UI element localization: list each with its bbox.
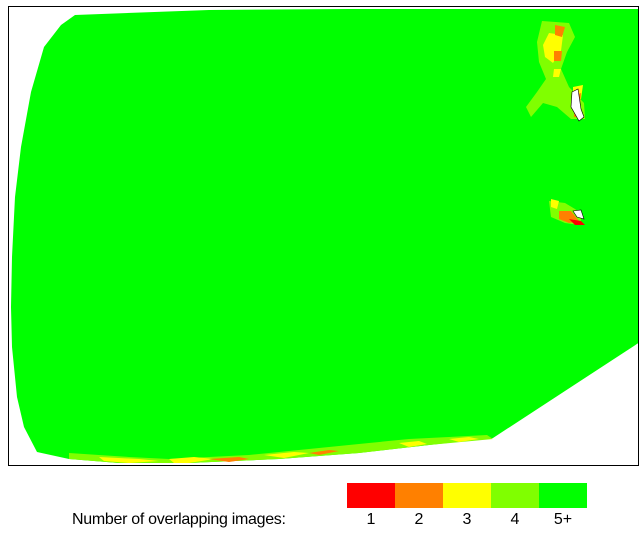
coverage-area-5plus [11, 9, 638, 463]
legend-value-4: 4 [510, 511, 520, 528]
legend-value-5plus: 5+ [553, 511, 573, 528]
legend-swatch-1 [347, 483, 395, 508]
overlap-map [8, 6, 639, 466]
overlap-map-canvas [11, 9, 638, 463]
legend-swatch-2 [395, 483, 443, 508]
legend-swatch-4 [491, 483, 539, 508]
low-overlap-patch-top [526, 21, 585, 122]
legend-swatch-5plus [539, 483, 587, 508]
legend-title: Number of overlapping images: [72, 511, 286, 528]
legend-swatch-3 [443, 483, 491, 508]
low-overlap-patch-mid [549, 199, 585, 225]
legend-value-2: 2 [414, 511, 424, 528]
legend-value-1: 1 [366, 511, 376, 528]
legend-color-bar [347, 483, 587, 508]
legend-value-3: 3 [462, 511, 472, 528]
overlap-legend: Number of overlapping images: 1 2 3 4 5+ [0, 480, 641, 530]
low-overlap-strip-bottom [69, 435, 493, 463]
